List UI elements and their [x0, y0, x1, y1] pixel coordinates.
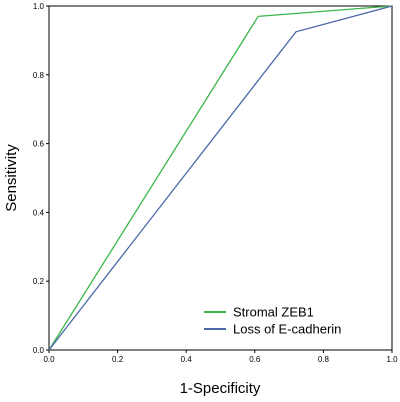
y-axis-title: Sensitivity	[3, 144, 20, 212]
y-tick-label: 0.6	[33, 140, 45, 149]
x-tick-label: 0.8	[318, 355, 330, 364]
y-axis-ticks: 0.0 0.2 0.4 0.6 0.8 1.0	[33, 2, 49, 355]
y-tick-label: 1.0	[33, 2, 45, 11]
legend-label: Loss of E-cadherin	[233, 322, 341, 337]
y-tick-label: 0.2	[33, 277, 45, 286]
y-tick-label: 0.0	[33, 346, 45, 355]
x-axis-ticks: 0.0 0.2 0.4 0.6 0.8 1.0	[43, 350, 398, 364]
x-axis-title: 1-Specificity	[180, 380, 261, 397]
legend: Stromal ZEB1 Loss of E-cadherin	[204, 305, 341, 337]
legend-label: Stromal ZEB1	[233, 305, 314, 320]
series-line-1	[48, 5, 393, 351]
series-line-0	[48, 5, 393, 351]
x-tick-label: 0.2	[112, 355, 124, 364]
y-tick-label: 0.8	[33, 71, 45, 80]
x-tick-label: 0.6	[249, 355, 261, 364]
x-tick-label: 0.0	[43, 355, 55, 364]
plot-frame	[48, 5, 393, 351]
x-tick-label: 0.4	[181, 355, 193, 364]
series-layer	[48, 5, 393, 351]
x-tick-label: 1.0	[386, 355, 398, 364]
y-tick-label: 0.4	[33, 208, 45, 217]
